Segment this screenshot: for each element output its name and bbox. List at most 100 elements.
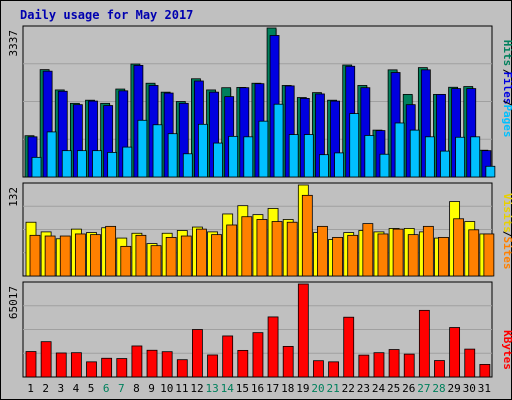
bar-pages-21	[334, 152, 344, 178]
day-label-11: 11	[175, 382, 188, 395]
bar-pages-31	[485, 165, 496, 178]
bar-pages-2	[46, 131, 57, 178]
legend-files: Files	[501, 71, 512, 104]
day-label-8: 8	[133, 382, 140, 395]
bar-kbytes-20	[313, 360, 324, 378]
bar-sites-7	[120, 245, 132, 277]
panel-hits-files-pages: 3337	[7, 25, 496, 178]
day-label-1: 1	[27, 382, 34, 395]
bar-kbytes-16	[252, 332, 264, 378]
bar-pages-4	[76, 150, 87, 178]
bar-kbytes-8	[131, 345, 143, 378]
bar-kbytes-24	[373, 352, 385, 378]
bar-pages-27	[424, 136, 435, 178]
day-label-27: 27	[417, 382, 430, 395]
day-axis: 1 2 3 4 5 6 7 8 9 10 11 12 13 14 15 16 17 18 19 20 21 22 23 24 2…	[27, 382, 491, 395]
bar-kbytes-1	[25, 351, 37, 378]
bar-kbytes-25	[388, 349, 400, 378]
day-label-7: 7	[118, 382, 125, 395]
bar-pages-23	[364, 135, 375, 178]
bar-sites-29	[453, 218, 465, 277]
day-label-3: 3	[58, 382, 65, 395]
bar-pages-8	[137, 119, 148, 178]
bar-sites-9	[150, 245, 162, 277]
bar-pages-13	[213, 142, 223, 178]
y-max-label-kbytes: 65017	[7, 286, 20, 319]
day-label-30: 30	[463, 382, 476, 395]
bar-kbytes-11	[176, 359, 188, 378]
panel-kbytes: 65017	[7, 281, 493, 378]
bar-kbytes-14	[222, 335, 234, 378]
day-label-20: 20	[311, 382, 324, 395]
bar-sites-30	[468, 229, 480, 277]
bar-sites-18	[286, 221, 298, 277]
bar-kbytes-17	[267, 316, 279, 378]
bar-kbytes-22	[343, 316, 355, 378]
bar-kbytes-26	[403, 353, 415, 378]
bar-sites-13	[211, 234, 222, 277]
day-label-28: 28	[432, 382, 445, 395]
bar-kbytes-7	[116, 358, 128, 378]
day-label-9: 9	[148, 382, 155, 395]
bar-pages-1	[31, 156, 42, 178]
bar-kbytes-21	[328, 361, 339, 378]
bar-pages-11	[182, 153, 193, 178]
bar-sites-5	[90, 234, 101, 277]
legend-kbytes: KBytes	[501, 330, 512, 370]
bar-pages-29	[455, 136, 466, 178]
bar-kbytes-15	[237, 349, 249, 378]
bar-sites-15	[241, 216, 253, 277]
day-label-29: 29	[448, 382, 461, 395]
bar-pages-9	[152, 124, 163, 178]
bar-kbytes-19	[297, 283, 309, 378]
legend-pages: Pages	[501, 104, 512, 137]
bar-pages-6	[107, 152, 118, 178]
legend-visits: Visits	[501, 193, 512, 233]
bar-sites-12	[196, 228, 207, 277]
bar-sites-6	[105, 225, 117, 277]
bar-sites-25	[392, 228, 404, 277]
legend-top: Hits / Files / Pages	[501, 40, 512, 138]
bar-sites-27	[422, 225, 434, 277]
legend-sep-1: /	[501, 69, 512, 76]
bar-sites-2	[44, 235, 56, 277]
bar-kbytes-10	[161, 351, 173, 378]
y-max-label-visits-sites: 132	[7, 187, 20, 207]
bar-pages-22	[349, 113, 360, 178]
day-label-12: 12	[190, 382, 203, 395]
y-max-label-hits-files-pages: 3337	[7, 30, 20, 57]
day-label-25: 25	[387, 382, 400, 395]
bar-kbytes-6	[101, 357, 113, 378]
legend-bottom: KBytes	[501, 330, 512, 370]
bar-pages-15	[243, 136, 254, 178]
bar-sites-22	[347, 234, 359, 277]
bar-kbytes-5	[86, 361, 97, 378]
bar-kbytes-30	[464, 348, 476, 378]
bar-kbytes-13	[207, 354, 218, 378]
bar-pages-3	[61, 150, 72, 178]
bar-pages-18	[288, 134, 299, 178]
day-label-26: 26	[402, 382, 415, 395]
day-label-13: 13	[205, 382, 218, 395]
bar-kbytes-29	[449, 327, 461, 378]
bar-pages-12	[198, 123, 208, 178]
day-label-15: 15	[236, 382, 249, 395]
bar-kbytes-18	[282, 345, 294, 378]
bar-sites-16	[256, 219, 268, 277]
day-label-6: 6	[103, 382, 110, 395]
day-label-24: 24	[372, 382, 386, 395]
bar-sites-11	[180, 235, 192, 277]
bar-pages-16	[258, 120, 269, 178]
bar-pages-5	[92, 150, 102, 178]
bar-sites-1	[29, 234, 41, 277]
bar-kbytes-9	[146, 349, 158, 378]
bar-pages-26	[409, 129, 420, 178]
day-label-10: 10	[160, 382, 173, 395]
day-label-16: 16	[251, 382, 264, 395]
day-label-14: 14	[221, 382, 235, 395]
legend-sep-2: /	[501, 100, 512, 107]
bar-pages-25	[394, 122, 405, 178]
bar-sites-28	[438, 236, 449, 277]
chart-panels: 3337 132 65017	[7, 25, 496, 378]
